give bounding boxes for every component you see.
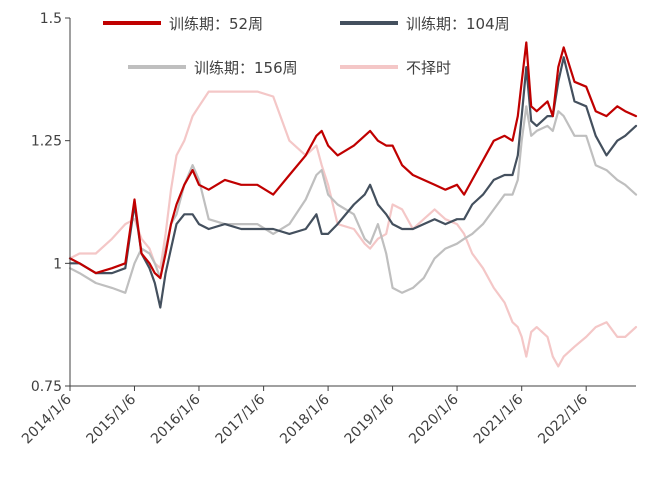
series-line: [68, 90, 638, 368]
x-tick-label: 2022/1/6: [535, 391, 591, 447]
axes: 2014/1/6 2015/1/6 2016/1/6 2017/1/6 2018/1/6…: [19, 11, 636, 447]
series-line: [68, 105, 638, 294]
legend-label: 不择时: [406, 59, 451, 77]
y-tick-label: 0.75: [31, 379, 62, 395]
x-tick-label: 2016/1/6: [148, 391, 204, 447]
y-axis-ticks: 0.75 1 1.25 1.5: [31, 11, 70, 395]
y-tick-label: 1.5: [40, 11, 62, 27]
legend-label: 训练期：104周: [406, 15, 510, 33]
series-line: [68, 41, 638, 280]
y-tick-label: 1: [53, 256, 62, 272]
plot-area: [68, 41, 638, 368]
x-tick-label: 2018/1/6: [277, 391, 333, 447]
legend-label: 训练期：156周: [194, 59, 298, 77]
x-tick-label: 2020/1/6: [406, 391, 462, 447]
x-axis-ticks: 2014/1/6 2015/1/6 2016/1/6 2017/1/6 2018/1/6…: [19, 386, 591, 447]
x-tick-label: 2014/1/6: [19, 391, 75, 447]
x-tick-label: 2017/1/6: [213, 391, 269, 447]
series-line: [68, 56, 638, 309]
y-tick-label: 1.25: [31, 134, 62, 150]
x-tick-label: 2021/1/6: [471, 391, 527, 447]
x-tick-label: 2015/1/6: [84, 391, 140, 447]
legend-label: 训练期：52周: [169, 15, 263, 33]
x-tick-label: 2019/1/6: [342, 391, 398, 447]
